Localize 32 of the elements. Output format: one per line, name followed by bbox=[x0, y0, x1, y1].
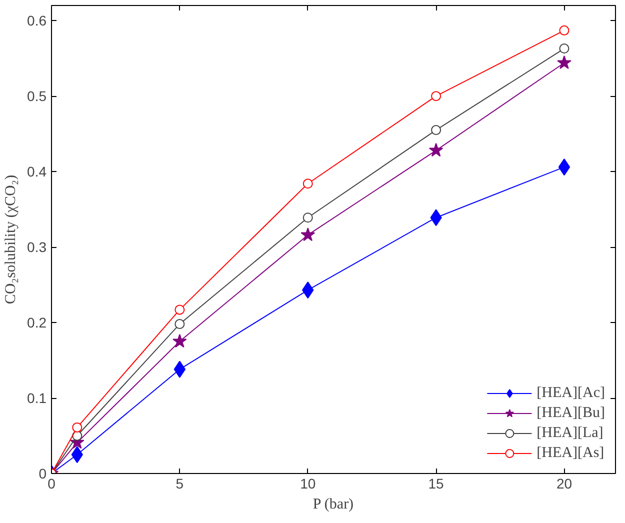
point bbox=[557, 55, 572, 70]
legend-label: [HEA][Ac] bbox=[536, 384, 605, 402]
y-tick-label: 0.6 bbox=[27, 12, 47, 29]
x-axis-title: P (bar) bbox=[312, 496, 354, 512]
point bbox=[431, 91, 442, 102]
point bbox=[559, 25, 570, 36]
point bbox=[172, 334, 187, 348]
point bbox=[431, 125, 442, 136]
point bbox=[302, 178, 313, 189]
y-tick-label: 0.1 bbox=[27, 390, 47, 406]
y-tick-label: 0 bbox=[38, 466, 47, 482]
y-tick-label: 0.5 bbox=[27, 88, 47, 104]
legend-label: [HEA][La] bbox=[536, 424, 604, 442]
legend-label: [HEA][Bu] bbox=[536, 404, 605, 422]
x-tick-label: 20 bbox=[556, 476, 572, 492]
point bbox=[558, 158, 570, 176]
point bbox=[302, 212, 313, 223]
x-tick-label: 5 bbox=[176, 476, 184, 492]
point bbox=[174, 360, 186, 378]
x-tick-label: 10 bbox=[300, 476, 316, 492]
point bbox=[428, 142, 444, 157]
y-tick-label: 0.3 bbox=[27, 239, 47, 256]
point bbox=[559, 44, 570, 54]
point bbox=[72, 422, 82, 432]
y-axis-title: CO₂solubility (χCO₂) bbox=[3, 174, 20, 304]
x-tick-label: 15 bbox=[428, 476, 444, 492]
point bbox=[174, 319, 185, 330]
y-tick-label: 0.2 bbox=[27, 314, 47, 331]
legend-label: [HEA][As] bbox=[536, 444, 604, 462]
point bbox=[174, 304, 185, 315]
y-tick-label: 0.4 bbox=[27, 164, 47, 180]
point bbox=[300, 227, 316, 242]
